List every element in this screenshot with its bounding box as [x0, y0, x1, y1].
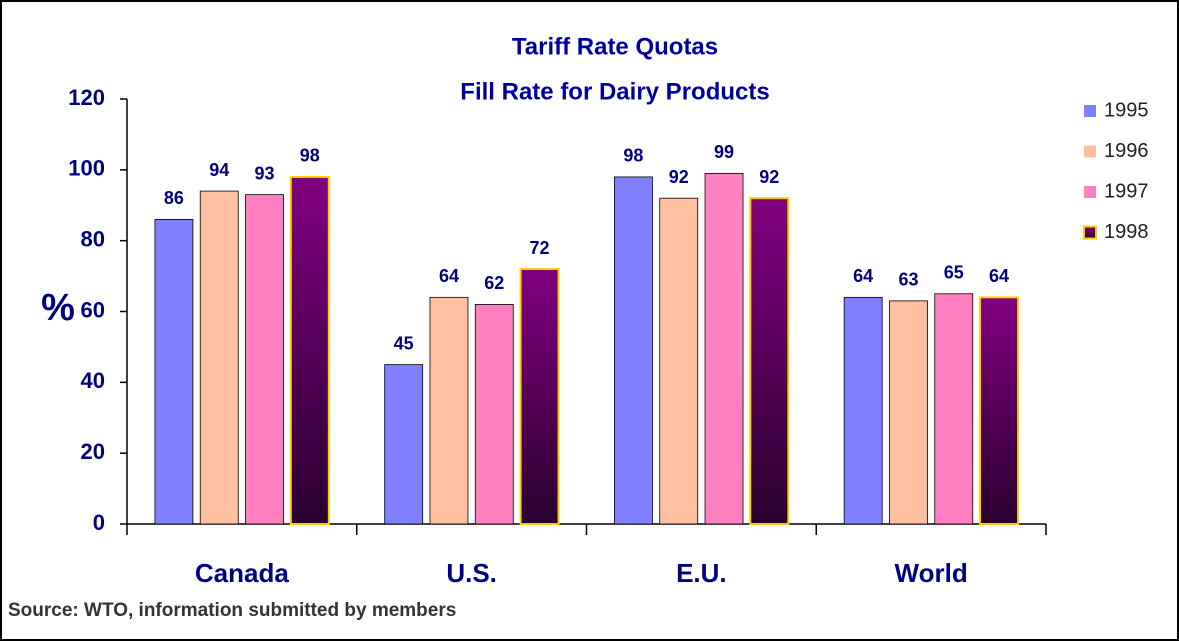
y-axis-label: % — [41, 287, 75, 329]
x-tick-label: U.S. — [446, 558, 497, 588]
value-label: 98 — [300, 146, 320, 166]
legend-swatch — [1084, 145, 1096, 158]
value-label: 99 — [714, 142, 734, 162]
value-label: 93 — [255, 163, 275, 183]
bar — [384, 364, 424, 525]
y-tick-label: 20 — [81, 439, 105, 464]
value-label: 64 — [989, 266, 1009, 286]
bar — [289, 175, 330, 526]
bar — [474, 304, 514, 525]
bar — [199, 190, 239, 525]
bar — [429, 296, 469, 525]
bar — [934, 293, 974, 525]
y-tick-label: 80 — [81, 226, 105, 251]
y-tick-label: 100 — [68, 156, 105, 181]
value-label: 98 — [623, 146, 643, 166]
chart-title: Tariff Rate Quotas — [512, 33, 718, 60]
value-label: 63 — [898, 270, 918, 290]
bar — [749, 197, 790, 526]
bar — [519, 268, 560, 525]
x-tick-label: E.U. — [676, 558, 727, 588]
bar — [154, 219, 194, 525]
bar — [245, 194, 284, 525]
legend-label: 1995 — [1104, 99, 1149, 121]
bar — [659, 197, 699, 525]
value-label: 86 — [164, 188, 184, 208]
value-label: 92 — [759, 167, 779, 187]
y-tick-label: 40 — [81, 368, 105, 393]
legend-label: 1997 — [1104, 180, 1149, 202]
legend-swatch — [1083, 225, 1097, 240]
value-label: 94 — [209, 160, 229, 180]
value-label: 64 — [439, 266, 459, 286]
chart-subtitle: Fill Rate for Dairy Products — [460, 78, 769, 105]
x-tick-label: World — [895, 558, 968, 588]
source: Source: WTO, information submitted by me… — [8, 600, 456, 621]
x-tick-label: Canada — [195, 558, 289, 588]
y-tick-label: 120 — [68, 85, 105, 110]
legend-swatch — [1084, 186, 1096, 198]
value-label: 45 — [394, 333, 414, 353]
bar — [843, 296, 883, 525]
legend-label: 1998 — [1104, 221, 1149, 243]
bar — [614, 176, 653, 525]
bar — [704, 172, 744, 525]
value-label: 92 — [669, 167, 689, 187]
value-label: 65 — [944, 263, 964, 283]
bar — [979, 296, 1020, 526]
y-tick-label: 0 — [93, 510, 105, 535]
value-label: 64 — [853, 266, 873, 286]
legend-swatch — [1084, 105, 1096, 117]
y-tick-label: 60 — [81, 297, 105, 322]
legend-label: 1996 — [1104, 140, 1149, 162]
value-label: 72 — [530, 238, 550, 258]
value-label: 62 — [484, 273, 504, 293]
bar — [889, 300, 928, 525]
